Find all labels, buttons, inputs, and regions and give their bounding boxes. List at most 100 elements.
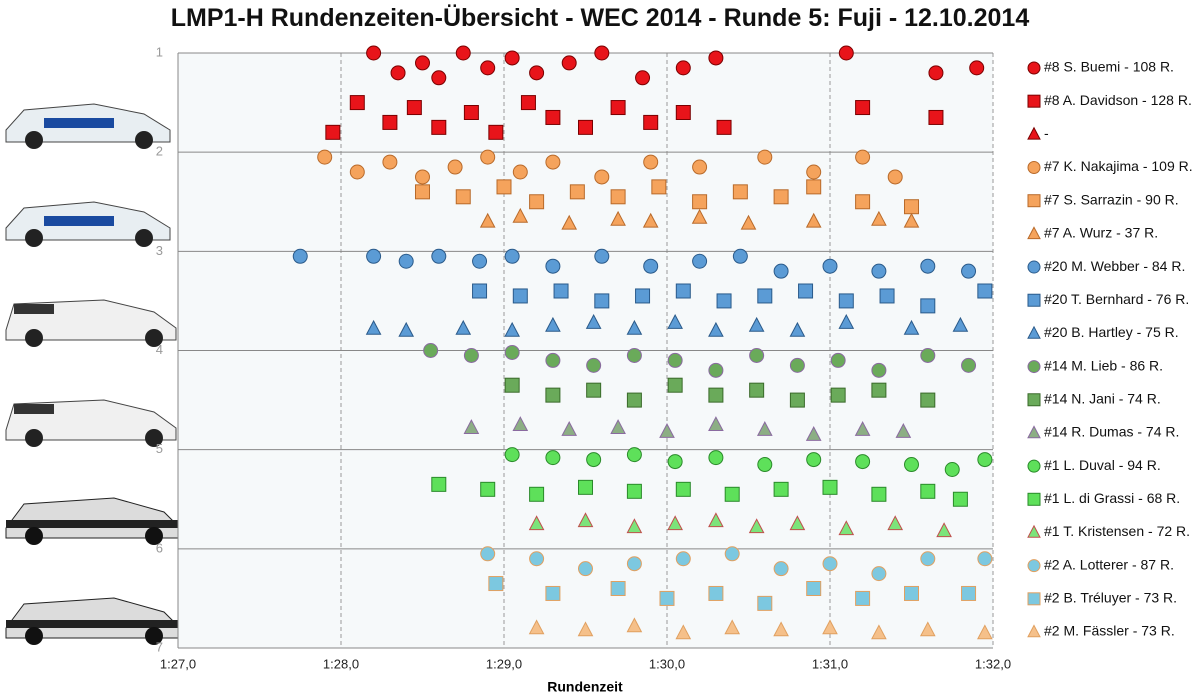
marker <box>626 319 643 335</box>
legend-label: #20 T. Bernhard - 76 R. <box>1044 291 1189 307</box>
marker <box>708 321 724 337</box>
marker <box>871 263 887 279</box>
y-tick-label: 7 <box>156 639 163 654</box>
marker <box>708 450 724 466</box>
marker <box>651 179 667 195</box>
marker <box>520 95 536 111</box>
marker <box>642 212 659 228</box>
marker <box>855 454 871 470</box>
marker <box>626 447 642 463</box>
marker <box>708 585 724 601</box>
marker <box>610 100 626 116</box>
marker <box>643 258 659 274</box>
x-tick-label: 1:29,0 <box>486 656 522 671</box>
marker <box>561 55 577 71</box>
marker <box>977 283 993 299</box>
marker <box>708 416 724 431</box>
marker <box>773 263 789 279</box>
marker <box>692 253 708 269</box>
marker <box>871 362 887 378</box>
marker <box>871 624 887 640</box>
marker <box>577 512 594 528</box>
marker <box>904 199 919 215</box>
marker <box>667 377 683 393</box>
x-axis-label: Rundenzeit <box>547 679 623 695</box>
marker <box>626 347 642 363</box>
y-tick-label: 4 <box>156 342 163 357</box>
marker <box>578 479 593 495</box>
marker <box>773 481 789 497</box>
marker <box>463 347 479 363</box>
marker <box>806 164 822 180</box>
marker <box>920 551 936 567</box>
marker <box>610 189 626 205</box>
marker <box>789 515 806 531</box>
marker <box>798 283 814 299</box>
marker <box>382 114 398 130</box>
marker <box>675 481 691 497</box>
marker <box>871 210 887 226</box>
marker <box>757 288 773 304</box>
marker <box>667 313 683 329</box>
marker <box>504 447 520 463</box>
marker <box>512 416 529 431</box>
marker <box>936 522 952 538</box>
marker <box>398 321 415 337</box>
marker <box>447 159 463 175</box>
marker <box>626 392 642 408</box>
marker <box>561 421 578 436</box>
marker <box>977 551 993 567</box>
marker <box>406 100 422 116</box>
marker <box>390 65 406 81</box>
marker <box>838 293 854 309</box>
marker <box>952 316 969 332</box>
marker <box>822 619 838 635</box>
marker <box>692 194 708 210</box>
legend-label: #8 S. Buemi - 108 R. <box>1044 59 1174 75</box>
marker <box>512 207 529 223</box>
marker <box>732 248 748 264</box>
marker <box>903 212 920 228</box>
legend-label: #7 S. Sarrazin - 90 R. <box>1044 191 1179 207</box>
marker <box>692 159 708 175</box>
marker <box>626 617 643 633</box>
legend-marker <box>1027 94 1041 108</box>
marker <box>977 452 993 468</box>
marker <box>789 357 805 373</box>
marker <box>806 581 822 596</box>
marker <box>756 421 773 436</box>
marker <box>724 546 740 562</box>
marker <box>578 561 593 577</box>
marker <box>748 518 765 534</box>
legend-label: - <box>1044 125 1049 141</box>
legend-marker <box>1027 524 1041 538</box>
marker <box>716 293 732 309</box>
marker <box>569 184 585 200</box>
y-tick-label: 5 <box>156 441 163 456</box>
marker <box>553 283 569 299</box>
marker <box>455 189 471 205</box>
marker <box>504 321 520 337</box>
marker <box>545 316 561 332</box>
marker <box>920 392 936 408</box>
marker <box>855 149 871 165</box>
marker <box>838 520 855 536</box>
marker <box>724 619 741 635</box>
marker <box>586 382 602 398</box>
marker <box>479 212 496 228</box>
marker <box>830 352 846 368</box>
marker <box>366 248 382 264</box>
marker <box>317 149 333 165</box>
marker <box>545 352 561 368</box>
marker <box>480 546 496 562</box>
marker <box>504 344 520 360</box>
marker <box>626 518 643 534</box>
marker <box>488 124 504 140</box>
car-images <box>5 103 179 645</box>
marker <box>585 313 602 329</box>
marker <box>920 483 936 499</box>
x-tick-label: 1:30,0 <box>649 656 685 671</box>
marker <box>961 263 977 279</box>
marker <box>480 60 496 76</box>
